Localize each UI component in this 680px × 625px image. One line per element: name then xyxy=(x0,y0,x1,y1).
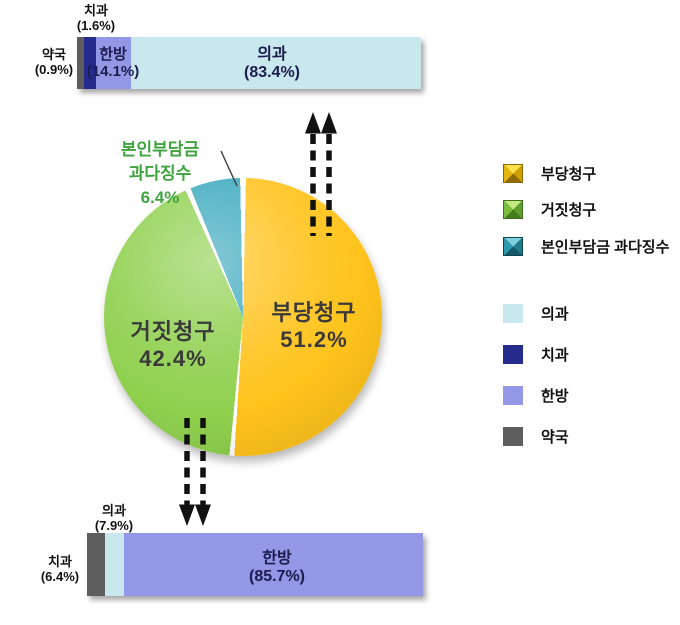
top-bar-label-yakguk: 약국 (0.9%) xyxy=(24,47,84,77)
legend-label-geojit: 거짓청구 xyxy=(541,202,597,219)
legend-item-chigwa: 치과 xyxy=(503,344,569,365)
top-bar-hanbang-name: 한방 xyxy=(99,46,127,63)
bottom-bar-segment-hanbang xyxy=(124,533,423,596)
bottom-bar-hanbang-value: (85.7%) xyxy=(248,568,306,585)
legend-item-budangcheonggu: 부당청구 xyxy=(503,163,596,184)
pie-budang-name: 부당청구 xyxy=(271,300,357,325)
top-bar-uigwa-name: 의과 xyxy=(257,46,287,63)
top-bar-inline-label-hanbang: 한방 (14.1%) xyxy=(67,46,159,80)
pie-label-geojitcheonggu: 거짓청구 42.4% xyxy=(113,318,233,372)
legend-label-uigwa: 의과 xyxy=(541,306,569,323)
top-bar-inline-label-uigwa: 의과 (83.4%) xyxy=(222,46,322,82)
top-bar-segment-chigwa xyxy=(84,37,96,89)
legend-marker-bonin-icon xyxy=(503,237,523,256)
top-bar-label-chigwa-value: (1.6%) xyxy=(76,18,116,33)
top-bar-label-chigwa-name: 치과 xyxy=(84,3,108,18)
legend-label-chigwa: 치과 xyxy=(541,347,569,364)
bottom-stacked-bar xyxy=(87,533,423,596)
legend-label-bonin: 본인부담금 과다징수 xyxy=(541,239,670,256)
legend-item-uigwa: 의과 xyxy=(503,303,569,324)
legend-marker-geojit-icon xyxy=(503,200,523,219)
legend-marker-yakguk-icon xyxy=(503,427,523,446)
top-bar-hanbang-value: (14.1%) xyxy=(86,63,140,80)
top-bar-label-yakguk-name: 약국 xyxy=(42,47,66,62)
top-stacked-bar xyxy=(77,37,421,89)
top-bar-label-yakguk-value: (0.9%) xyxy=(34,62,74,77)
legend-label-hanbang: 한방 xyxy=(541,388,569,405)
top-bar-segment-hanbang xyxy=(96,37,131,89)
bottom-bar-label-uigwa-name: 의과 xyxy=(102,503,126,518)
bottom-bar-label-uigwa: 의과 (7.9%) xyxy=(84,503,144,533)
pie-callout-line1: 본인부담금 xyxy=(120,140,200,159)
top-bar-segment-uigwa xyxy=(131,37,421,89)
pie-geojit-value: 42.4% xyxy=(139,346,207,371)
bottom-bar-hanbang-name: 한방 xyxy=(262,550,292,567)
top-bar-label-chigwa: 치과 (1.6%) xyxy=(66,3,126,33)
bottom-bar-label-chigwa-name: 치과 xyxy=(48,554,72,569)
legend-item-yakguk: 약국 xyxy=(503,426,569,447)
pie-callout-value: 6.4% xyxy=(140,188,180,207)
pie-callout-bonin-budamgeum: 본인부담금 과다징수 6.4% xyxy=(100,138,220,210)
bottom-bar-label-chigwa-value: (6.4%) xyxy=(40,569,80,584)
pie-budang-value: 51.2% xyxy=(280,327,348,352)
bottom-bar-segment-chigwa xyxy=(87,533,105,596)
bottom-bar-segment-uigwa xyxy=(105,533,124,596)
legend-item-hanbang: 한방 xyxy=(503,385,569,406)
bottom-bar-inline-label-hanbang: 한방 (85.7%) xyxy=(227,550,327,586)
top-bar-segment-yakguk xyxy=(77,37,84,89)
bottom-bar-label-chigwa: 치과 (6.4%) xyxy=(30,554,90,584)
pie-chart xyxy=(104,178,382,456)
pie-callout-line2: 과다징수 xyxy=(128,164,192,183)
legend-label-yakguk: 약국 xyxy=(541,429,569,446)
legend-item-geojitcheonggu: 거짓청구 xyxy=(503,199,596,220)
legend-marker-budang-icon xyxy=(503,164,523,183)
legend-marker-chigwa-icon xyxy=(503,345,523,364)
legend-marker-uigwa-icon xyxy=(503,304,523,323)
pie-label-budangcheonggu: 부당청구 51.2% xyxy=(254,299,374,353)
legend-item-bonin-budamgeum: 본인부담금 과다징수 xyxy=(503,236,669,257)
pie-geojit-name: 거짓청구 xyxy=(130,319,216,344)
legend-marker-hanbang-icon xyxy=(503,386,523,405)
legend-label-budang: 부당청구 xyxy=(541,166,597,183)
bottom-bar-label-uigwa-value: (7.9%) xyxy=(94,518,134,533)
top-bar-uigwa-value: (83.4%) xyxy=(243,64,301,81)
